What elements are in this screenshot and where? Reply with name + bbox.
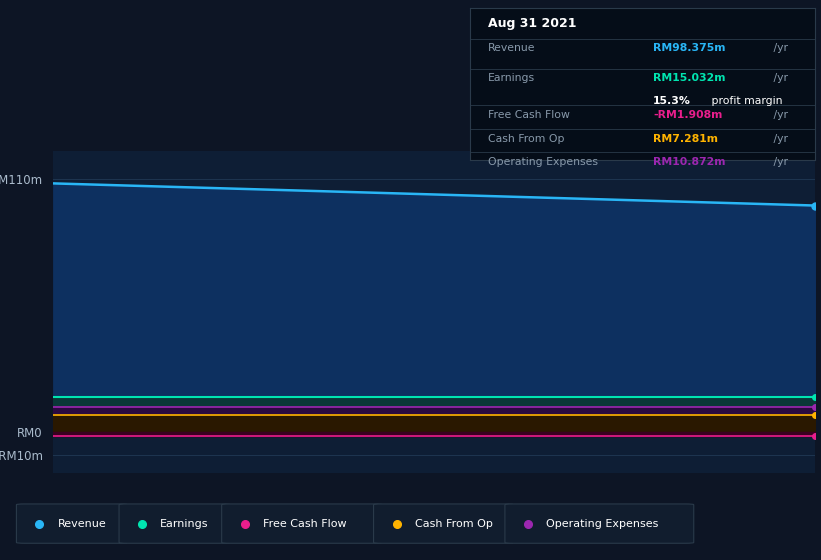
Text: /yr: /yr bbox=[770, 73, 788, 83]
Text: RM7.281m: RM7.281m bbox=[654, 134, 718, 144]
Text: RM10.872m: RM10.872m bbox=[654, 157, 726, 166]
Text: /yr: /yr bbox=[770, 110, 788, 120]
Text: Cash From Op: Cash From Op bbox=[415, 519, 493, 529]
Text: RM15.032m: RM15.032m bbox=[654, 73, 726, 83]
Text: /yr: /yr bbox=[770, 157, 788, 166]
Text: Revenue: Revenue bbox=[57, 519, 106, 529]
Text: Operating Expenses: Operating Expenses bbox=[488, 157, 598, 166]
Text: -RM1.908m: -RM1.908m bbox=[654, 110, 722, 120]
Text: 15.3%: 15.3% bbox=[654, 96, 691, 106]
FancyBboxPatch shape bbox=[222, 504, 382, 543]
Text: Earnings: Earnings bbox=[160, 519, 209, 529]
Text: Free Cash Flow: Free Cash Flow bbox=[488, 110, 570, 120]
Text: Cash From Op: Cash From Op bbox=[488, 134, 564, 144]
Text: RM98.375m: RM98.375m bbox=[654, 43, 726, 53]
Text: Operating Expenses: Operating Expenses bbox=[546, 519, 658, 529]
Text: /yr: /yr bbox=[770, 134, 788, 144]
FancyBboxPatch shape bbox=[16, 504, 127, 543]
FancyBboxPatch shape bbox=[374, 504, 513, 543]
FancyBboxPatch shape bbox=[119, 504, 230, 543]
Text: Aug 31 2021: Aug 31 2021 bbox=[488, 17, 576, 30]
Text: profit margin: profit margin bbox=[709, 96, 783, 106]
FancyBboxPatch shape bbox=[505, 504, 694, 543]
Text: Free Cash Flow: Free Cash Flow bbox=[263, 519, 346, 529]
Text: Earnings: Earnings bbox=[488, 73, 534, 83]
Text: /yr: /yr bbox=[770, 43, 788, 53]
Text: Revenue: Revenue bbox=[488, 43, 535, 53]
